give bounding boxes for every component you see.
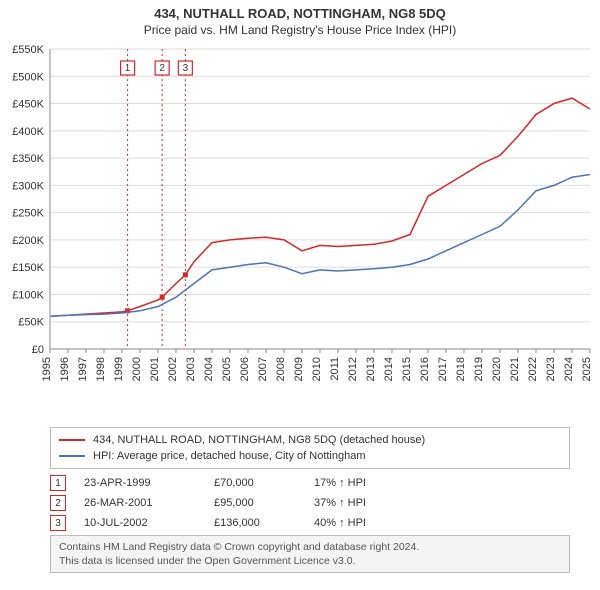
event-badge-1-number: 1 xyxy=(55,478,61,489)
legend-label-property: 434, NUTHALL ROAD, NOTTINGHAM, NG8 5DQ (… xyxy=(93,434,425,446)
event-badge-2: 2 xyxy=(50,495,66,511)
x-tick-label: 2004 xyxy=(203,357,215,381)
x-tick-label: 2007 xyxy=(257,357,269,381)
x-tick-label: 2021 xyxy=(509,357,521,381)
x-tick-label: 2017 xyxy=(437,357,449,381)
x-tick-label: 2009 xyxy=(293,357,305,381)
x-tick-label: 2010 xyxy=(311,357,323,381)
x-tick-label: 2013 xyxy=(365,357,377,381)
x-tick-label: 1998 xyxy=(95,357,107,381)
x-tick-label: 2020 xyxy=(491,357,503,381)
y-tick-label: £350K xyxy=(12,153,44,165)
marker-property xyxy=(160,295,165,300)
arrow-up-icon: ↑ xyxy=(339,497,345,509)
legend-item-hpi: HPI: Average price, detached house, City… xyxy=(59,448,561,464)
arrow-up-icon: ↑ xyxy=(339,517,345,529)
event-3-pct: 40% ↑ HPI xyxy=(314,517,434,529)
event-row-1: 1 23-APR-1999 £70,000 17% ↑ HPI xyxy=(50,473,570,493)
footer-attribution: Contains HM Land Registry data © Crown c… xyxy=(50,535,570,573)
x-tick-label: 1997 xyxy=(77,357,89,381)
event-row-2: 2 26-MAR-2001 £95,000 37% ↑ HPI xyxy=(50,493,570,513)
legend-item-property: 434, NUTHALL ROAD, NOTTINGHAM, NG8 5DQ (… xyxy=(59,432,561,448)
x-tick-label: 2001 xyxy=(149,357,161,381)
event-2-pct: 37% ↑ HPI xyxy=(314,497,434,509)
x-tick-label: 2003 xyxy=(185,357,197,381)
event-badge-3: 3 xyxy=(50,515,66,531)
x-tick-label: 2006 xyxy=(239,357,251,381)
y-tick-label: £200K xyxy=(12,235,44,247)
y-tick-label: £500K xyxy=(12,71,44,83)
event-1-pct: 17% ↑ HPI xyxy=(314,477,434,489)
x-tick-label: 1996 xyxy=(59,357,71,381)
y-tick-label: £0 xyxy=(32,344,44,356)
event-marker-number: 1 xyxy=(125,63,131,74)
legend-swatch-property xyxy=(59,439,85,441)
chart-title: 434, NUTHALL ROAD, NOTTINGHAM, NG8 5DQ xyxy=(0,0,600,21)
y-tick-label: £50K xyxy=(18,317,44,329)
x-tick-label: 2022 xyxy=(527,357,539,381)
x-tick-label: 2025 xyxy=(581,357,593,381)
event-badge-3-number: 3 xyxy=(55,518,61,529)
arrow-up-icon: ↑ xyxy=(339,477,345,489)
event-2-price: £95,000 xyxy=(214,497,314,509)
chart-area: £0 £50K £100K £150K £200K £250K £300K £350K £400… xyxy=(0,41,600,421)
y-tick-label: £300K xyxy=(12,180,44,192)
y-tick-label: £250K xyxy=(12,208,44,220)
event-badge-2-number: 2 xyxy=(55,498,61,509)
event-3-price: £136,000 xyxy=(214,517,314,529)
chart-subtitle: Price paid vs. HM Land Registry's House … xyxy=(0,21,600,41)
y-tick-label: £150K xyxy=(12,262,44,274)
event-1-price: £70,000 xyxy=(214,477,314,489)
x-tick-label: 1995 xyxy=(41,357,53,381)
event-1-date: 23-APR-1999 xyxy=(84,477,214,489)
x-tick-label: 2012 xyxy=(347,357,359,381)
x-tick-label: 2015 xyxy=(401,357,413,381)
x-tick-label: 2002 xyxy=(167,357,179,381)
x-tick-label: 2000 xyxy=(131,357,143,381)
x-tick-label: 2019 xyxy=(473,357,485,381)
x-tick-label: 2024 xyxy=(563,357,575,381)
event-badge-1: 1 xyxy=(50,475,66,491)
event-3-date: 10-JUL-2002 xyxy=(84,517,214,529)
legend-label-hpi: HPI: Average price, detached house, City… xyxy=(93,450,366,462)
event-2-date: 26-MAR-2001 xyxy=(84,497,214,509)
chart-legend: 434, NUTHALL ROAD, NOTTINGHAM, NG8 5DQ (… xyxy=(50,427,570,469)
event-row-3: 3 10-JUL-2002 £136,000 40% ↑ HPI xyxy=(50,513,570,533)
x-tick-label: 2011 xyxy=(329,357,341,381)
footer-line-2: This data is licensed under the Open Gov… xyxy=(59,554,561,568)
x-tick-label: 2008 xyxy=(275,357,287,381)
event-marker-number: 3 xyxy=(183,63,189,74)
x-tick-label: 2018 xyxy=(455,357,467,381)
y-tick-label: £450K xyxy=(12,99,44,111)
footer-line-1: Contains HM Land Registry data © Crown c… xyxy=(59,540,561,554)
line-chart-svg: £0 £50K £100K £150K £200K £250K £300K £350K £400… xyxy=(0,41,600,421)
y-tick-label: £400K xyxy=(12,126,44,138)
x-tick-label: 1999 xyxy=(113,357,125,381)
x-tick-label: 2005 xyxy=(221,357,233,381)
events-list: 1 23-APR-1999 £70,000 17% ↑ HPI 2 26-MAR… xyxy=(50,473,570,533)
x-tick-label: 2023 xyxy=(545,357,557,381)
marker-property xyxy=(183,272,188,277)
x-tick-label: 2016 xyxy=(419,357,431,381)
legend-swatch-hpi xyxy=(59,455,85,457)
x-tick-label: 2014 xyxy=(383,357,395,381)
event-marker-number: 2 xyxy=(159,63,165,74)
y-tick-label: £550K xyxy=(12,44,44,56)
y-tick-label: £100K xyxy=(12,289,44,301)
